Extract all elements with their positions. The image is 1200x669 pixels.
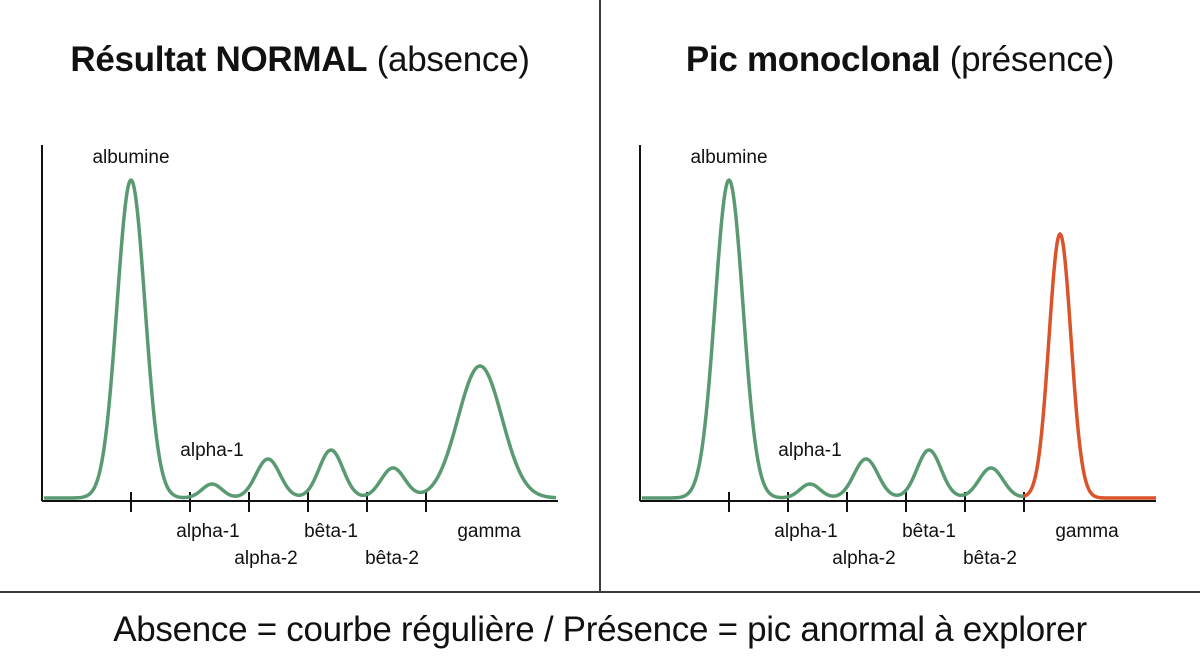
panel-divider-vertical <box>599 0 601 592</box>
zone-label-alpha2: alpha-2 <box>234 548 297 569</box>
electrophoresis-plot-monoclonal: albumine alpha-1 alpha-1 alpha-2 bêta-1 … <box>639 145 1157 569</box>
protein-curve <box>641 178 1025 500</box>
label-alpha1-peak: alpha-1 <box>778 440 841 461</box>
zone-label-alpha2: alpha-2 <box>832 548 895 569</box>
title-rest: (présence) <box>949 40 1115 79</box>
zone-label-beta2: bêta-2 <box>963 548 1017 569</box>
caption-divider-horizontal <box>0 591 1200 593</box>
zone-label-alpha1: alpha-1 <box>176 521 239 542</box>
bottom-caption: Absence = courbe régulière / Présence = … <box>113 610 1087 649</box>
panel-monoclonal: Pic monoclonal (présence) albumine alpha… <box>600 0 1200 592</box>
panel-title: Résultat NORMAL (absence) <box>0 40 600 80</box>
title-bold: Pic monoclonal <box>685 40 941 79</box>
zone-label-alpha1: alpha-1 <box>774 521 837 542</box>
label-alpha1-peak: alpha-1 <box>180 440 243 461</box>
zone-label-beta1: bêta-1 <box>902 521 956 542</box>
panel-title: Pic monoclonal (présence) <box>600 40 1200 80</box>
label-albumine-peak: albumine <box>92 147 169 168</box>
panel-normal: Résultat NORMAL (absence) albumine alpha… <box>0 0 600 592</box>
title-bold: Résultat NORMAL <box>70 40 368 79</box>
protein-curve <box>43 178 557 500</box>
electrophoresis-plot-normal: albumine alpha-1 alpha-1 alpha-2 bêta-1 … <box>41 145 558 569</box>
zone-label-gamma: gamma <box>457 521 521 542</box>
title-rest: (absence) <box>376 40 530 79</box>
zone-label-gamma: gamma <box>1055 521 1119 542</box>
label-albumine-peak: albumine <box>690 147 767 168</box>
monoclonal-peak-curve <box>1023 232 1157 500</box>
zone-label-beta2: bêta-2 <box>365 548 419 569</box>
zone-label-beta1: bêta-1 <box>304 521 358 542</box>
